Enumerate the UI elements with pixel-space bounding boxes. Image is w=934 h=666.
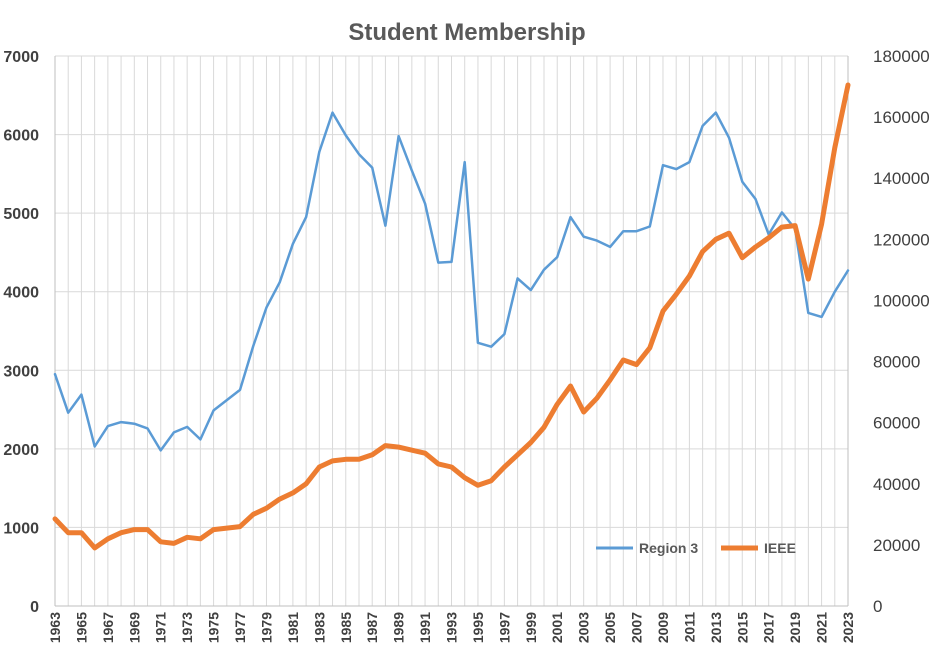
right-tick-label: 20000 [873,536,920,555]
left-tick-label: 0 [30,599,39,616]
x-tick-label: 2007 [629,612,645,643]
x-tick-label: 2011 [681,612,697,643]
x-tick-label: 1983 [311,612,327,643]
x-tick-label: 2013 [708,612,724,643]
x-tick-label: 2009 [655,612,671,643]
x-tick-label: 2019 [787,612,803,643]
x-tick-label: 1993 [444,612,460,643]
x-tick-label: 2023 [840,612,856,643]
legend-label-ieee: IEEE [764,540,796,556]
axes [54,56,849,607]
x-tick-label: 1991 [417,612,433,643]
left-tick-label: 5000 [3,206,39,223]
x-tick-label: 2003 [576,612,592,643]
x-tick-label: 1963 [47,612,63,643]
x-tick-label: 1999 [523,612,539,643]
x-tick-label: 1995 [470,612,486,643]
right-axis-ticks: 0 20000 40000 60000 80000 100000 120000 140000 1… [873,47,930,616]
x-tick-label: 2017 [761,612,777,643]
x-tick-label: 1979 [258,612,274,643]
chart-title: Student Membership [348,19,585,46]
left-tick-label: 3000 [3,363,39,380]
right-tick-label: 80000 [873,353,920,372]
left-tick-label: 7000 [3,49,39,66]
series-line-ieee [52,82,851,551]
series-line-region-3 [53,111,850,452]
x-tick-label: 1975 [206,612,222,643]
right-tick-label: 180000 [873,47,930,66]
x-tick-label: 1971 [153,612,169,643]
x-tick-label: 1973 [179,612,195,643]
x-axis-ticks: 1963 1965 1967 1969 1971 1973 1975 1977 1979 1981… [47,612,856,643]
left-axis-ticks: 0 1000 2000 3000 4000 5000 6000 7000 [3,49,39,616]
legend: Region 3 IEEE [596,540,796,556]
x-tick-label: 2001 [549,612,565,643]
x-tick-label: 1989 [391,612,407,643]
right-tick-label: 0 [873,597,882,616]
x-tick-label: 1981 [285,612,301,643]
series-lines [52,82,851,551]
x-tick-label: 2021 [814,612,830,643]
x-tick-label: 2005 [602,612,618,643]
x-tick-label: 1985 [338,612,354,643]
left-tick-label: 2000 [3,442,39,459]
right-tick-label: 160000 [873,108,930,127]
left-tick-label: 1000 [3,520,39,537]
x-tick-label: 2015 [734,612,750,643]
x-tick-label: 1965 [73,612,89,643]
legend-label-region-3: Region 3 [639,540,698,556]
right-tick-label: 120000 [873,230,930,249]
right-tick-label: 60000 [873,414,920,433]
x-tick-label: 1969 [126,612,142,643]
x-tick-label: 1997 [496,612,512,643]
x-tick-label: 1987 [364,612,380,643]
right-tick-label: 140000 [873,169,930,188]
x-tick-label: 1967 [100,612,116,643]
right-tick-label: 40000 [873,475,920,494]
x-tick-label: 1977 [232,612,248,643]
right-tick-label: 100000 [873,291,930,310]
left-tick-label: 4000 [3,285,39,302]
left-tick-label: 6000 [3,128,39,145]
